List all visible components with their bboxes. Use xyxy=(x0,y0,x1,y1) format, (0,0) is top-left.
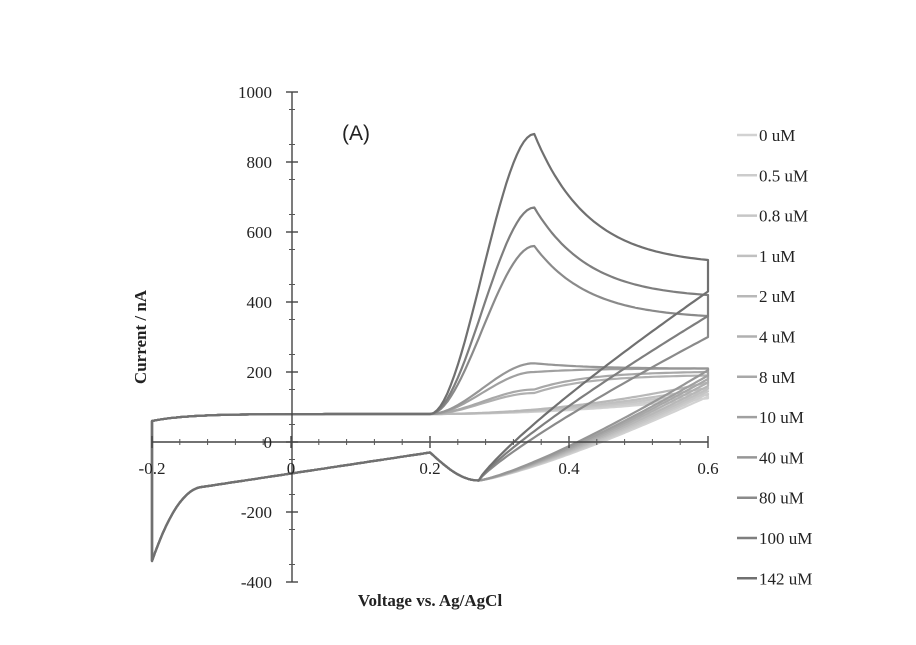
x-tick-label-3: 0.2 xyxy=(419,459,440,478)
y-tick-label-4: 400 xyxy=(247,293,273,312)
legend-label-12: 142 uM xyxy=(759,569,812,588)
series-line-11 xyxy=(150,206,710,563)
legend-label-5: 2 uM xyxy=(759,287,795,306)
y-tick-label-6: 0 xyxy=(264,433,273,452)
legend-label-11: 100 uM xyxy=(759,529,812,548)
legend-label-1: 0 uM xyxy=(759,126,795,145)
x-tick-label-2: 0 xyxy=(287,459,296,478)
legend-label-4: 1 uM xyxy=(759,247,795,266)
panel-label: (A) xyxy=(342,122,370,145)
curves-group xyxy=(150,132,710,563)
y-tick-label-7: -200 xyxy=(241,503,272,522)
y-tick-label-1: 1000 xyxy=(238,83,272,102)
x-tick-label-1: -0.2 xyxy=(139,459,166,478)
legend-label-3: 0.8 uM xyxy=(759,207,808,226)
y-axis-title: Current / nA xyxy=(131,289,150,384)
x-axis-title: Voltage vs. Ag/AgCl xyxy=(358,591,503,610)
legend-label-9: 40 uM xyxy=(759,448,804,467)
ticks-group: -0.2 0 0.2 0.4 0.6 1000 800 600 400 200 0 -200 -400 xyxy=(139,83,719,592)
x-tick-label-5: 0.6 xyxy=(697,459,718,478)
legend: 0 uM 0.5 uM 0.8 uM 1 uM 2 uM 4 uM 8 uM 10 uM 40 … xyxy=(737,126,812,588)
series-line-12 xyxy=(150,132,710,563)
y-tick-label-8: -400 xyxy=(241,573,272,592)
axes-group xyxy=(152,92,708,582)
legend-label-8: 10 uM xyxy=(759,408,804,427)
legend-label-7: 8 uM xyxy=(759,368,795,387)
legend-label-2: 0.5 uM xyxy=(759,166,808,185)
x-tick-label-4: 0.4 xyxy=(558,459,580,478)
y-tick-label-2: 800 xyxy=(247,153,273,172)
y-tick-label-3: 600 xyxy=(247,223,273,242)
y-tick-label-5: 200 xyxy=(247,363,273,382)
legend-label-6: 4 uM xyxy=(759,328,795,347)
legend-label-10: 80 uM xyxy=(759,489,804,508)
